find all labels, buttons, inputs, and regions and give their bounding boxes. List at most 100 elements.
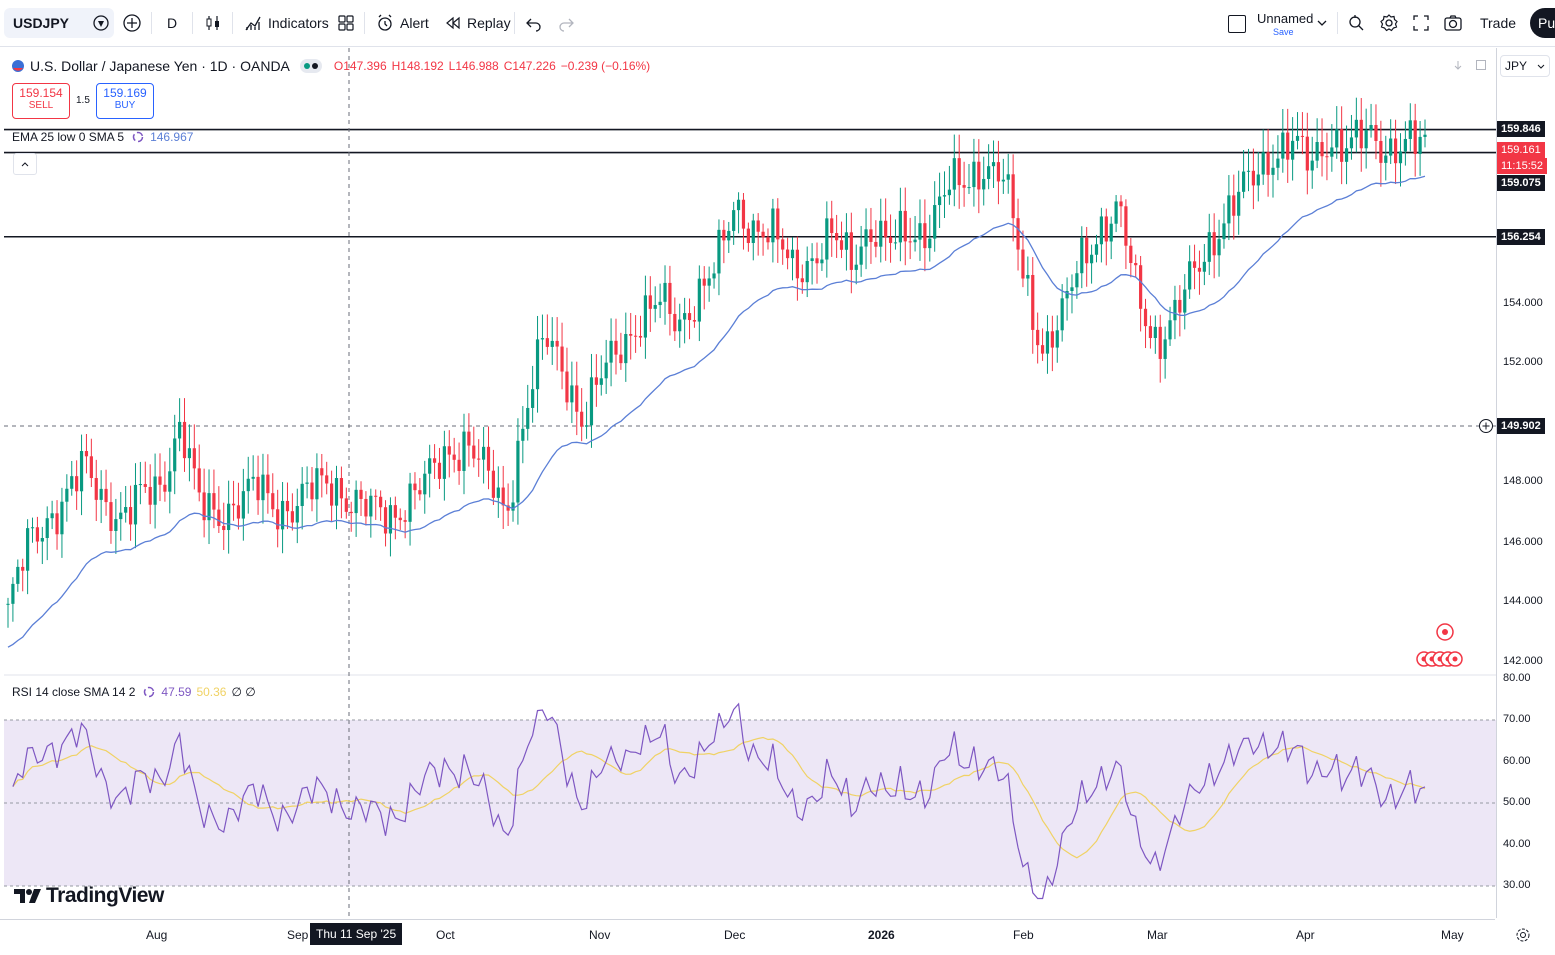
candle-body xyxy=(1261,152,1265,175)
candle-body xyxy=(462,431,466,471)
candle-body xyxy=(364,498,368,517)
settings-gear-icon[interactable] xyxy=(1379,13,1399,33)
candle-body xyxy=(383,507,388,534)
candle-body xyxy=(207,493,211,521)
candle-body xyxy=(467,431,471,446)
candle-body xyxy=(1197,267,1202,272)
candles-icon[interactable] xyxy=(203,13,223,33)
candle-body xyxy=(114,519,118,531)
candle-body xyxy=(55,513,59,535)
maximize-pane-icon[interactable] xyxy=(1475,59,1487,71)
buy-label: BUY xyxy=(114,100,136,111)
candle-body xyxy=(624,334,628,364)
candle-body xyxy=(1060,298,1064,331)
price-axis[interactable] xyxy=(1496,48,1555,918)
undo-icon[interactable] xyxy=(525,14,543,32)
buy-button[interactable]: 159.169 BUY xyxy=(96,83,154,119)
price-tick: 144.000 xyxy=(1503,595,1543,607)
replay-icon xyxy=(446,16,460,30)
candle-body xyxy=(1227,195,1231,224)
candle-body xyxy=(1173,299,1177,321)
alert-button[interactable]: Alert xyxy=(375,0,429,46)
candle-body xyxy=(751,220,755,244)
quick-search-icon[interactable] xyxy=(1346,13,1366,33)
rsi-legend[interactable]: RSI 14 close SMA 14 2 47.59 50.36 ∅ ∅ xyxy=(12,685,256,699)
ema-line xyxy=(7,175,1426,648)
publish-button[interactable]: Pu xyxy=(1530,8,1555,38)
time-axis[interactable] xyxy=(0,919,1495,952)
candle-body xyxy=(781,239,785,250)
candle-body xyxy=(65,488,69,502)
compare-add-icon[interactable] xyxy=(122,13,142,33)
symbol-search[interactable]: USDJPY xyxy=(4,8,114,38)
trade-button[interactable]: Trade xyxy=(1479,15,1517,31)
price-tick: 142.000 xyxy=(1503,655,1543,667)
candle-body xyxy=(388,505,393,534)
candle-body xyxy=(16,566,20,584)
candle-body xyxy=(1379,140,1383,163)
candle-body xyxy=(1403,138,1407,152)
candle-body xyxy=(163,484,167,492)
candle-body xyxy=(516,440,520,503)
candle-body xyxy=(589,377,594,426)
replay-button[interactable]: Replay xyxy=(444,0,511,46)
candle-body xyxy=(638,335,643,338)
candle-body xyxy=(418,490,422,495)
candle-body xyxy=(575,385,579,412)
candle-body xyxy=(967,187,971,189)
candle-body xyxy=(732,210,736,231)
candle-body xyxy=(1310,160,1314,171)
candle-body xyxy=(1001,179,1005,182)
candle-body xyxy=(619,354,623,364)
currency-selector[interactable]: JPY xyxy=(1500,55,1550,77)
candle-body xyxy=(1104,216,1108,242)
tradingview-logo[interactable]: TradingView xyxy=(14,884,164,908)
save-label[interactable]: Save xyxy=(1273,27,1294,37)
crosshair-date-tag: Thu 11 Sep '25 xyxy=(310,923,403,945)
redo-icon[interactable] xyxy=(557,14,575,32)
candle-body xyxy=(379,496,383,508)
candle-body xyxy=(1070,287,1074,292)
templates-icon[interactable] xyxy=(336,13,356,33)
camera-icon[interactable] xyxy=(1443,13,1463,33)
arrow-down-icon[interactable] xyxy=(1452,59,1464,71)
layout-checkbox[interactable] xyxy=(1228,15,1246,33)
fullscreen-icon[interactable] xyxy=(1411,13,1431,33)
candle-body xyxy=(658,301,662,306)
time-label: 2026 xyxy=(868,928,895,942)
indicators-button[interactable]: Indicators xyxy=(243,0,329,46)
candle-body xyxy=(604,362,608,379)
candle-body xyxy=(413,483,417,491)
rsi-line xyxy=(12,702,1426,900)
candle-body xyxy=(712,273,716,279)
candle-body xyxy=(506,505,510,511)
layout-name[interactable]: Unnamed xyxy=(1257,11,1314,26)
symbol-title[interactable]: U.S. Dollar / Japanese Yen · 1D · OANDA xyxy=(30,58,290,74)
candle-body xyxy=(702,278,706,286)
chevron-down-icon xyxy=(1537,64,1545,69)
interval-button[interactable]: D xyxy=(167,15,178,31)
candle-body xyxy=(1374,124,1378,141)
sell-button[interactable]: 159.154 SELL xyxy=(12,83,70,119)
chevron-down-icon[interactable] xyxy=(1316,17,1328,29)
settings-gear-icon[interactable] xyxy=(1515,927,1531,943)
candle-body xyxy=(560,346,564,372)
candle-body xyxy=(1398,151,1403,164)
candle-body xyxy=(800,278,804,283)
candle-body xyxy=(928,238,932,249)
candle-body xyxy=(947,189,951,196)
candle-body xyxy=(231,503,236,506)
collapse-legend-button[interactable] xyxy=(13,153,37,175)
candle-body xyxy=(1016,218,1020,250)
candle-body xyxy=(1246,170,1251,172)
candle-body xyxy=(1320,142,1324,157)
candle-body xyxy=(50,513,54,519)
price-chart[interactable] xyxy=(0,48,1496,918)
chevron-up-icon xyxy=(21,162,29,167)
ema-legend[interactable]: EMA 25 low 0 SMA 5 146.967 xyxy=(12,130,193,144)
candle-body xyxy=(996,162,1001,182)
alert-label: Alert xyxy=(400,15,429,31)
candle-body xyxy=(839,240,844,250)
add-plus-icon[interactable] xyxy=(1478,418,1494,434)
candle-body xyxy=(1055,330,1059,348)
